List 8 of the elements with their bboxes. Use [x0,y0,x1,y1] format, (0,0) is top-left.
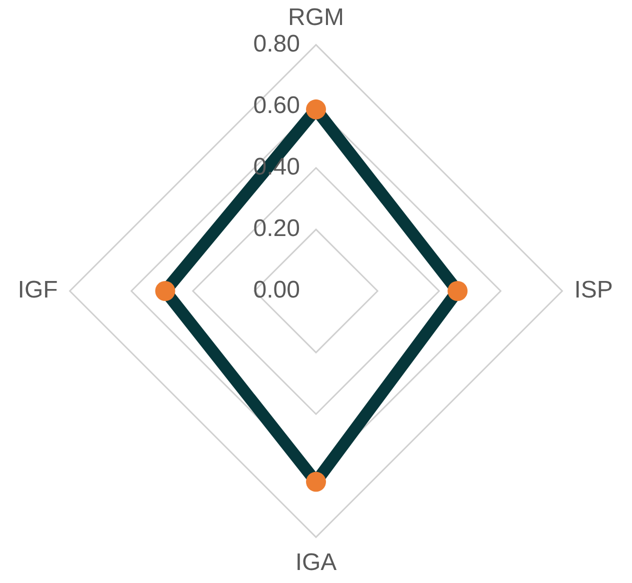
y-tick-label: 0.80 [253,30,300,58]
spoke-label: IGA [295,549,337,576]
spoke-label: IGF [18,276,58,304]
y-tick-label: 0.60 [253,92,300,119]
y-tick-label: 0.20 [253,215,300,242]
y-tick-label: 0.00 [253,276,300,304]
spoke-label: ISP [574,276,613,304]
spoke-label: RGM [288,4,344,32]
